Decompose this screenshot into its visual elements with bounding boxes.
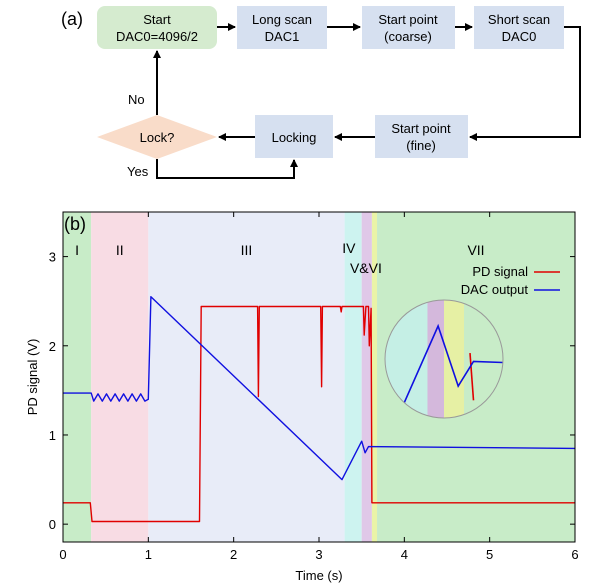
long-scan-line1: Long scan <box>252 12 312 27</box>
region-label-4: V&VI <box>350 260 382 276</box>
y-tick-label-0: 0 <box>49 517 56 532</box>
x-tick-label-1: 1 <box>145 547 152 562</box>
start-node: Start DAC0=4096/2 <box>97 6 217 49</box>
start-coarse-line2: (coarse) <box>384 29 432 44</box>
edge-label-yes: Yes <box>127 164 149 179</box>
flowchart: (a) Start DAC0=4096/2 Long scan DAC1 Sta… <box>61 6 581 179</box>
short-scan-line1: Short scan <box>488 12 550 27</box>
flow-arrows <box>153 23 581 179</box>
region-3 <box>344 212 362 542</box>
x-tick-label-4: 4 <box>401 547 408 562</box>
inset-series-1 <box>401 323 503 407</box>
x-tick-label-3: 3 <box>315 547 322 562</box>
legend-label-1: DAC output <box>461 282 529 297</box>
region-label-3: IV <box>342 240 356 256</box>
inset-band-2 <box>444 300 465 418</box>
short-scan-line2: DAC0 <box>502 29 537 44</box>
start-fine-line1: Start point <box>391 121 451 136</box>
start-point-fine-node: Start point (fine) <box>375 115 468 158</box>
region-label-1: II <box>116 242 124 258</box>
lock-decision-label: Lock? <box>140 130 175 145</box>
region-1 <box>91 212 149 542</box>
x-axis-label: Time (s) <box>295 568 342 583</box>
y-tick-label-1: 1 <box>49 428 56 443</box>
region-0 <box>63 212 92 542</box>
inset-circle <box>384 299 504 419</box>
inset-series-0 <box>469 353 475 401</box>
long-scan-line2: DAC1 <box>265 29 300 44</box>
locking-label: Locking <box>272 130 317 145</box>
series-line-0 <box>63 305 575 523</box>
locking-node: Locking <box>255 115 333 158</box>
region-5 <box>371 212 378 542</box>
region-4 <box>361 212 372 542</box>
start-coarse-line1: Start point <box>378 12 438 27</box>
x-tick-label-2: 2 <box>230 547 237 562</box>
x-tick-label-0: 0 <box>59 547 66 562</box>
region-2 <box>148 212 345 542</box>
start-point-coarse-node: Start point (coarse) <box>362 6 455 49</box>
series-line-1 <box>63 296 575 481</box>
region-label-6: VII <box>467 242 484 258</box>
arrow-yes-to-locking <box>156 159 298 179</box>
short-scan-node: Short scan DAC0 <box>474 6 564 49</box>
start-node-line2: DAC0=4096/2 <box>116 29 198 44</box>
long-scan-node: Long scan DAC1 <box>237 6 327 49</box>
lock-decision-node: Lock? <box>97 115 217 159</box>
region-label-0: I <box>75 242 79 258</box>
y-tick-label-3: 3 <box>49 250 56 265</box>
start-node-line1: Start <box>143 12 171 27</box>
panel-a-label: (a) <box>61 9 83 29</box>
y-axis-label: PD signal (V) <box>25 339 40 416</box>
edge-label-no: No <box>128 92 145 107</box>
legend-label-0: PD signal <box>472 264 528 279</box>
arrow-short-scan-to-fine <box>469 26 581 141</box>
panel-b-label: (b) <box>64 214 86 234</box>
inset-content <box>385 300 503 418</box>
x-tick-label-6: 6 <box>571 547 578 562</box>
region-label-2: III <box>241 242 253 258</box>
start-fine-line2: (fine) <box>406 138 436 153</box>
y-tick-label-2: 2 <box>49 339 56 354</box>
inset-band-1 <box>427 300 444 418</box>
x-tick-label-5: 5 <box>486 547 493 562</box>
